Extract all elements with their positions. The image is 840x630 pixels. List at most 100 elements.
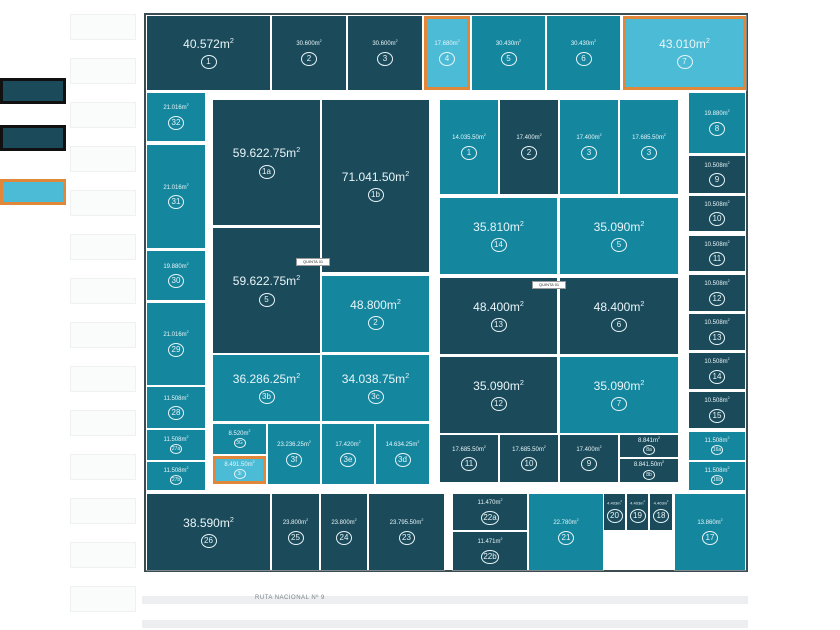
lot-1b[interactable]: 71.041.50m2 1b bbox=[321, 99, 430, 273]
lot-3i[interactable]: 8.491.50m2 3i bbox=[212, 455, 267, 485]
lot-3[interactable]: 17.400m2 3 bbox=[559, 99, 619, 195]
lot-3e[interactable]: 17.420m2 3e bbox=[321, 423, 375, 485]
ghost-row bbox=[70, 14, 136, 40]
lot-18[interactable]: 4.403m2 18 bbox=[649, 493, 673, 531]
lot-28[interactable]: 11.508m2 28 bbox=[146, 386, 206, 429]
lot-area: 17.685.50m2 bbox=[512, 444, 546, 453]
lot-5[interactable]: 59.622.75m2 5 bbox=[212, 227, 321, 354]
lot-area: 4.403m2 bbox=[630, 499, 645, 505]
lot-26[interactable]: 38.590m2 26 bbox=[146, 493, 271, 571]
lot-number: 14 bbox=[709, 369, 725, 384]
lot-13[interactable]: 10.508m2 13 bbox=[688, 313, 746, 351]
lot-5[interactable]: 30.430m2 5 bbox=[471, 15, 546, 91]
lot-14[interactable]: 10.508m2 14 bbox=[688, 352, 746, 390]
lot-7[interactable]: 43.010m2 7 bbox=[622, 15, 747, 91]
lot-19[interactable]: 4.403m2 19 bbox=[626, 493, 649, 531]
lot-1[interactable]: 40.572m2 1 bbox=[146, 15, 271, 91]
lot-area: 17.685.50m2 bbox=[632, 133, 666, 142]
lot-number: 14 bbox=[490, 238, 507, 253]
lot-number: 5 bbox=[611, 238, 627, 253]
ghost-row bbox=[70, 58, 136, 84]
lot-area: 35.090m2 bbox=[593, 218, 645, 234]
lot-10[interactable]: 17.685.50m2 10 bbox=[499, 434, 559, 483]
lot-number: 3f bbox=[286, 452, 302, 467]
lot-area: 30.430m2 bbox=[570, 39, 597, 48]
lot-8[interactable]: 19.880m2 8 bbox=[688, 92, 746, 154]
lot-16b[interactable]: 11.508m2 16b bbox=[688, 461, 746, 491]
lot-4[interactable]: 17.680m2 4 bbox=[423, 15, 471, 91]
lot-22a[interactable]: 11.470m2 22a bbox=[452, 493, 528, 531]
lot-16a[interactable]: 11.508m2 16a bbox=[688, 431, 746, 461]
legend-swatch-dark bbox=[0, 125, 66, 151]
lot-21[interactable]: 22.780m2 21 bbox=[528, 493, 604, 571]
lot-area: 59.622.75m2 bbox=[232, 145, 301, 161]
lot-12[interactable]: 10.508m2 12 bbox=[688, 274, 746, 312]
lot-17[interactable]: 13.860m2 17 bbox=[674, 493, 746, 571]
lot-12[interactable]: 35.090m2 12 bbox=[439, 356, 558, 434]
lot-3f[interactable]: 23.236.25m2 3f bbox=[267, 423, 321, 485]
lot-5[interactable]: 35.090m2 5 bbox=[559, 197, 679, 275]
lot-number: 27a bbox=[169, 444, 183, 455]
lot-2[interactable]: 48.800m2 2 bbox=[321, 275, 430, 353]
lot-area: 10.508m2 bbox=[704, 160, 730, 169]
lot-area: 10.508m2 bbox=[704, 239, 730, 248]
lot-20[interactable]: 4.403m2 20 bbox=[603, 493, 626, 531]
lot-10[interactable]: 10.508m2 10 bbox=[688, 195, 746, 232]
lot-number: 3i bbox=[233, 469, 246, 480]
lot-31[interactable]: 21.016m2 31 bbox=[146, 144, 206, 249]
lot-3b[interactable]: 36.286.25m2 3b bbox=[212, 354, 321, 422]
lot-area: 17.420m2 bbox=[335, 440, 361, 449]
lot-27a[interactable]: 11.508m2 27a bbox=[146, 429, 206, 461]
ghost-row bbox=[70, 498, 136, 524]
lot-number: 5 bbox=[258, 292, 275, 307]
lot-2[interactable]: 17.400m2 2 bbox=[499, 99, 559, 195]
lot-area: 40.572m2 bbox=[183, 35, 234, 51]
lot-number: 22b bbox=[481, 549, 499, 564]
lot-number: 30 bbox=[168, 274, 184, 289]
lot-29[interactable]: 21.016m2 29 bbox=[146, 302, 206, 386]
lot-area: 10.508m2 bbox=[704, 279, 730, 288]
lot-1[interactable]: 14.035.50m2 1 bbox=[439, 99, 499, 195]
lot-25[interactable]: 23.800m2 25 bbox=[271, 493, 320, 571]
lot-3[interactable]: 30.600m2 3 bbox=[347, 15, 423, 91]
lot-area: 11.471m2 bbox=[477, 537, 503, 546]
ghost-row bbox=[70, 454, 136, 480]
lot-number: 25 bbox=[287, 530, 304, 545]
lot-8b[interactable]: 8.841.50m2 8b bbox=[619, 458, 679, 483]
lot-32[interactable]: 21.016m2 32 bbox=[146, 92, 206, 142]
lot-23[interactable]: 23.795.50m2 23 bbox=[368, 493, 445, 571]
lot-number: 24 bbox=[336, 530, 352, 545]
lot-22b[interactable]: 11.471m2 22b bbox=[452, 531, 528, 571]
lot-3c[interactable]: 34.038.75m2 3c bbox=[321, 354, 430, 422]
lot-11[interactable]: 17.685.50m2 11 bbox=[439, 434, 499, 483]
lot-7[interactable]: 35.090m2 7 bbox=[559, 356, 679, 434]
lot-number: 2 bbox=[367, 316, 384, 331]
lot-15[interactable]: 10.508m2 15 bbox=[688, 391, 746, 429]
lot-area: 21.016m2 bbox=[163, 103, 189, 112]
ghost-row bbox=[70, 102, 136, 128]
lot-number: 28 bbox=[168, 406, 184, 421]
lot-area: 17.400m2 bbox=[576, 133, 602, 142]
lot-27b[interactable]: 11.508m2 27b bbox=[146, 461, 206, 491]
lot-number: 32 bbox=[168, 115, 184, 130]
lot-area: 17.680m2 bbox=[434, 39, 460, 48]
lot-number: 8a bbox=[643, 445, 655, 456]
lot-number: 3 bbox=[377, 51, 393, 66]
lot-14[interactable]: 35.810m2 14 bbox=[439, 197, 558, 275]
lot-9[interactable]: 10.508m2 9 bbox=[688, 155, 746, 194]
lot-6[interactable]: 48.400m2 6 bbox=[559, 277, 679, 355]
lot-number: 4 bbox=[439, 51, 455, 66]
lot-2[interactable]: 30.600m2 2 bbox=[271, 15, 347, 91]
lot-30[interactable]: 19.880m2 30 bbox=[146, 250, 206, 301]
lot-1a[interactable]: 59.622.75m2 1a bbox=[212, 99, 321, 226]
lot-6[interactable]: 30.430m2 6 bbox=[546, 15, 621, 91]
lot-3G[interactable]: 8.520m2 3G bbox=[212, 423, 267, 455]
lot-11[interactable]: 10.508m2 11 bbox=[688, 235, 746, 272]
lot-24[interactable]: 23.800m2 24 bbox=[320, 493, 368, 571]
lot-13[interactable]: 48.400m2 13 bbox=[439, 277, 558, 355]
lot-9[interactable]: 17.400m2 9 bbox=[559, 434, 619, 483]
lot-number: 2 bbox=[301, 51, 317, 66]
lot-3d[interactable]: 14.634.25m2 3d bbox=[375, 423, 430, 485]
lot-3[interactable]: 17.685.50m2 3 bbox=[619, 99, 679, 195]
lot-8a[interactable]: 8.841m2 8a bbox=[619, 434, 679, 458]
